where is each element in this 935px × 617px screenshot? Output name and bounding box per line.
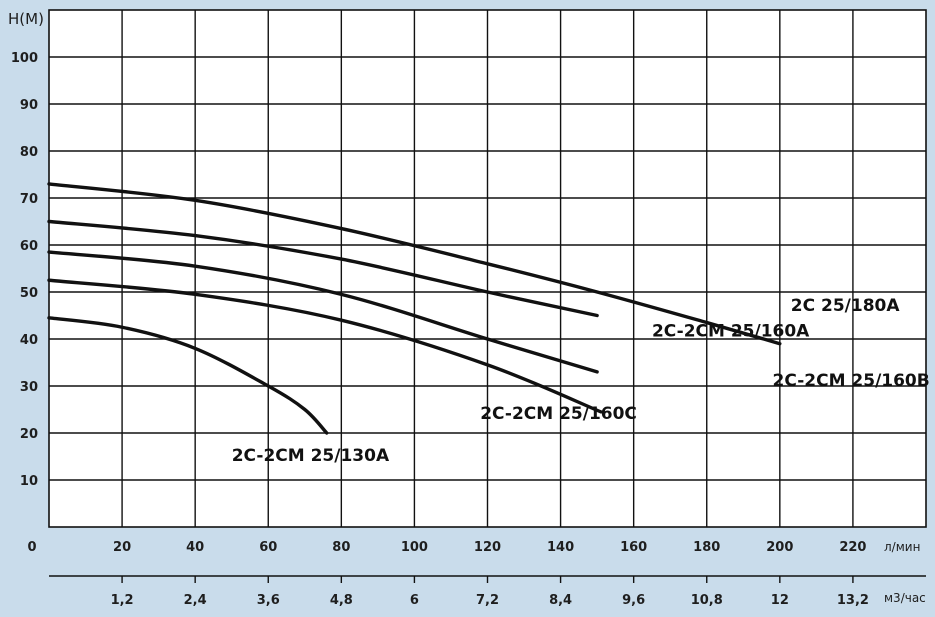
y-tick-label: 20 [20, 427, 38, 442]
x-tick-label: 140 [547, 540, 574, 555]
x-tick-label: 60 [259, 540, 277, 555]
x-tick-label: 0 [27, 540, 36, 555]
x2-tick-label: 8,4 [549, 593, 572, 608]
y-tick-label: 60 [20, 239, 38, 254]
x2-tick-label: 4,8 [330, 593, 353, 608]
curve-label-4: 2C-2CM 25/160C [480, 404, 637, 424]
curve-label-2: 2C-2CM 25/160A [652, 322, 810, 342]
x-tick-label: 180 [693, 540, 720, 555]
curve-label-5: 2C-2CM 25/130A [232, 446, 390, 466]
curve-series-2 [47, 219, 599, 318]
x2-tick-label: 7,2 [476, 593, 499, 608]
curve-label-1: 2C 25/180A [791, 296, 901, 316]
x-tick-label: 40 [186, 540, 204, 555]
x2-tick-label: 9,6 [622, 593, 645, 608]
x2-axis-unit: м3/час [884, 591, 926, 605]
x2-tick-label: 13,2 [837, 593, 869, 608]
curves [47, 182, 782, 435]
x-tick-label: 100 [401, 540, 428, 555]
x-tick-label: 80 [332, 540, 350, 555]
x2-tick-label: 3,6 [257, 593, 280, 608]
curve-series-3 [47, 250, 599, 374]
y-axis-title: H(M) [8, 10, 44, 28]
y-tick-label: 40 [20, 333, 38, 348]
x2-tick-label: 6 [410, 593, 419, 608]
y-tick-label: 100 [11, 51, 38, 66]
x-tick-label: 160 [620, 540, 647, 555]
curve-labels: 2C 25/180A 2C-2CM 25/160A 2C-2CM 25/160B 2C… [232, 296, 930, 466]
curve-label-3: 2C-2CM 25/160B [773, 371, 930, 391]
x-tick-label: 200 [766, 540, 793, 555]
curve-series-1 [47, 182, 782, 346]
grid-lines [48, 9, 927, 583]
y-tick-label: 10 [20, 474, 38, 489]
x-tick-label: 220 [839, 540, 866, 555]
x2-tick-label: 2,4 [184, 593, 207, 608]
y-tick-label: 50 [20, 286, 38, 301]
x2-tick-label: 1,2 [111, 593, 134, 608]
curve-series-5 [47, 316, 329, 435]
x-tick-label: 120 [474, 540, 501, 555]
curve-series-4 [47, 278, 603, 414]
x-axis-unit: л/мин [884, 540, 920, 554]
plot-frame [48, 9, 927, 528]
y-tick-label: 80 [20, 145, 38, 160]
x2-tick-label: 10,8 [691, 593, 723, 608]
y-tick-label: 70 [20, 192, 38, 207]
x-tick-label: 20 [113, 540, 131, 555]
y-tick-label: 30 [20, 380, 38, 395]
y-tick-label: 90 [20, 98, 38, 113]
tick-labels: 10 20 30 40 50 60 70 80 90 100 0 20 40 60 80 100 120 140 1… [11, 51, 869, 608]
x2-tick-label: 12 [771, 593, 789, 608]
